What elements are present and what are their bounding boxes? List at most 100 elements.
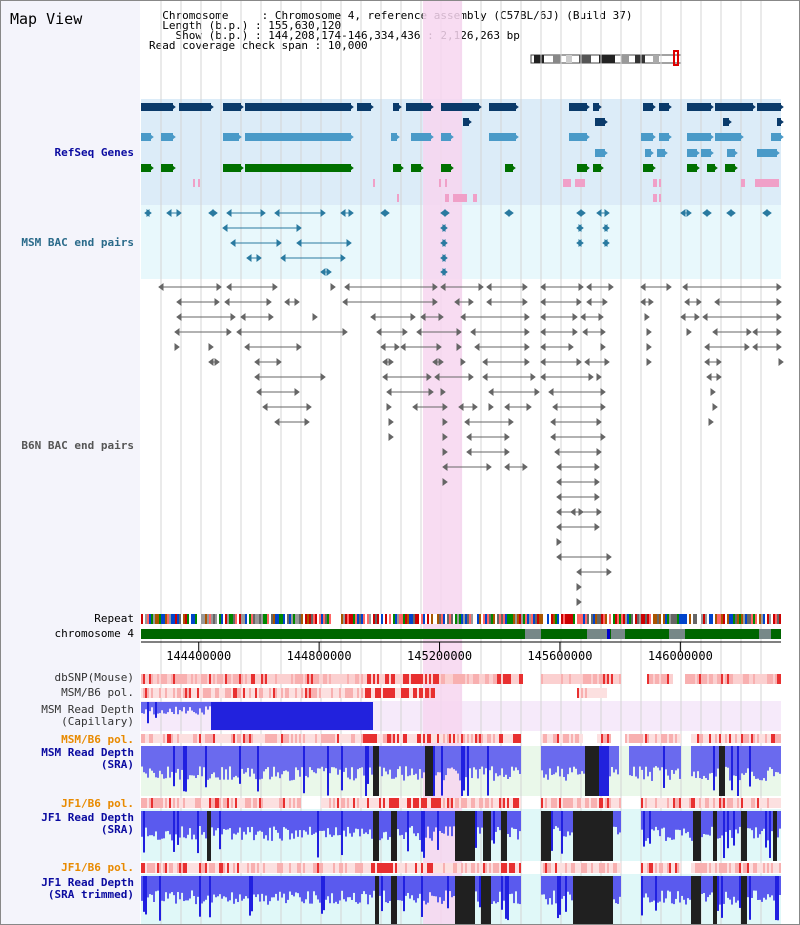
dbsnp-density [337, 674, 339, 684]
dbsnp-density [473, 674, 475, 684]
jf1-sra-depth-bar [333, 811, 335, 836]
dbsnp-density [617, 674, 619, 684]
jf1-trim-depth-bar [323, 876, 325, 911]
jf1-sra-depth-bar [501, 811, 503, 861]
jf1-b6-pol-density [149, 863, 151, 873]
jf1-sra-depth-bar [437, 811, 439, 850]
jf1-trim-depth-bar [609, 876, 611, 924]
msm-sra-depth-bar [515, 746, 517, 768]
jf1-trim-depth-bar [203, 876, 205, 902]
b6n-bac-pair-end [696, 298, 702, 306]
jf1-trim-depth-bar [757, 876, 759, 900]
jf1-sra-depth-bar [685, 811, 687, 834]
msm-b6-pol-density [777, 734, 779, 743]
msm-sra-depth-bar [667, 746, 669, 776]
jf1-b6-pol-density [481, 863, 483, 873]
dbsnp-density [161, 674, 163, 684]
msm-b6-pol-density [427, 688, 429, 698]
msm-b6-pol-density [233, 688, 235, 698]
info-coverage: Read coverage check span : 10,000 [149, 39, 368, 52]
msm-b6-pol-density [143, 734, 145, 743]
b6n-bac-pair-end [214, 298, 220, 306]
msm-b6-pol-density [493, 734, 495, 743]
msm-cap-depth-bar [251, 702, 253, 730]
msm-b6-pol-density [195, 734, 197, 743]
msm-sra-depth-bar [305, 746, 307, 776]
jf1-trim-depth-bar [697, 876, 699, 924]
jf1-b6-pol-density [417, 863, 419, 873]
b6n-bac-pair-end [442, 403, 448, 411]
b6n-bac-pair-end [468, 298, 474, 306]
msm-b6-pol-density [213, 734, 215, 743]
repeat-element [339, 614, 341, 624]
jf1-b6-pol-density [507, 863, 509, 873]
b6n-bac-end [708, 418, 714, 426]
msm-cap-depth-bar [155, 702, 157, 718]
repeat-element [247, 614, 249, 624]
jf1-b6-pol-density [589, 863, 591, 873]
dbsnp-density [437, 674, 439, 684]
jf1-b6-pol-density [235, 798, 237, 808]
jf1-b6-pol-density [231, 798, 233, 808]
b6n-bac-pair-end [694, 313, 700, 321]
msm-cap-depth-bar [229, 702, 231, 730]
chromosome-ideogram[interactable] [1, 1, 800, 71]
dbsnp-density [213, 674, 215, 684]
dbsnp-density [389, 674, 391, 684]
b6n-bac-pair-end [568, 343, 574, 351]
jf1-b6-pol-density [499, 798, 501, 808]
msm-b6-pol-density [263, 734, 265, 743]
msm-b6-pol-density [175, 734, 177, 743]
jf1-b6-pol-density [759, 798, 761, 808]
msm-b6-pol-density [279, 734, 281, 743]
dbsnp-density [315, 674, 317, 684]
repeat-element [749, 614, 751, 624]
msm-sra-depth-bar [433, 746, 435, 796]
jf1-trim-depth-bar [753, 876, 755, 891]
jf1-b6-pol-density [613, 798, 615, 808]
jf1-b6-pol-density [395, 863, 397, 873]
dbsnp-density [557, 674, 559, 684]
msm-sra-depth-bar [295, 746, 297, 768]
b6n-bac-pair-end [304, 418, 310, 426]
msm-cap-depth-bar [329, 702, 331, 730]
msm-sra-depth-bar [363, 746, 365, 776]
msm-cap-depth-bar [307, 702, 309, 730]
dbsnp-density [299, 674, 301, 684]
msm-b6-pol-density [329, 688, 331, 698]
b6n-bac-end [456, 343, 462, 351]
msm-b6-pol-density [373, 688, 375, 698]
jf1-b6-pol-density [657, 863, 659, 873]
msm-sra-depth-bar [519, 746, 521, 774]
b6n-bac-pair-end [704, 343, 710, 351]
jf1-b6-pol-density [179, 863, 181, 873]
jf1-trim-depth-bar [593, 876, 595, 924]
jf1-b6-pol-density [757, 863, 759, 873]
jf1-trim-depth-bar [269, 876, 271, 902]
msm-b6-pol-density [199, 688, 201, 698]
repeat-element [289, 614, 291, 624]
jf1-b6-pol-density [317, 863, 319, 873]
msm-sra-depth-bar [239, 746, 241, 784]
repeat-element [335, 614, 337, 624]
msm-cap-depth-bar [293, 702, 295, 730]
b6n-bac-end [646, 358, 652, 366]
msm-sra-depth-bar [207, 746, 209, 780]
jf1-trim-depth-bar [401, 876, 403, 901]
jf1-b6-pol-density [571, 863, 573, 873]
jf1-b6-pol-density [647, 798, 649, 808]
jf1-sra-depth-bar [483, 811, 485, 861]
refseq-gene-green [441, 164, 451, 172]
jf1-b6-pol-density [475, 798, 477, 808]
jf1-sra-depth-bar [773, 811, 775, 861]
b6n-bac-pair-end [526, 403, 532, 411]
jf1-b6-pol-density [187, 798, 189, 808]
ideogram-band [653, 55, 659, 63]
jf1-b6-pol-density [727, 863, 729, 873]
jf1-b6-pol-density [693, 798, 695, 808]
b6n-bac-pair-end [572, 313, 578, 321]
repeat-element [379, 614, 381, 624]
jf1-trim-depth-bar [649, 876, 651, 903]
repeat-element [597, 614, 599, 624]
